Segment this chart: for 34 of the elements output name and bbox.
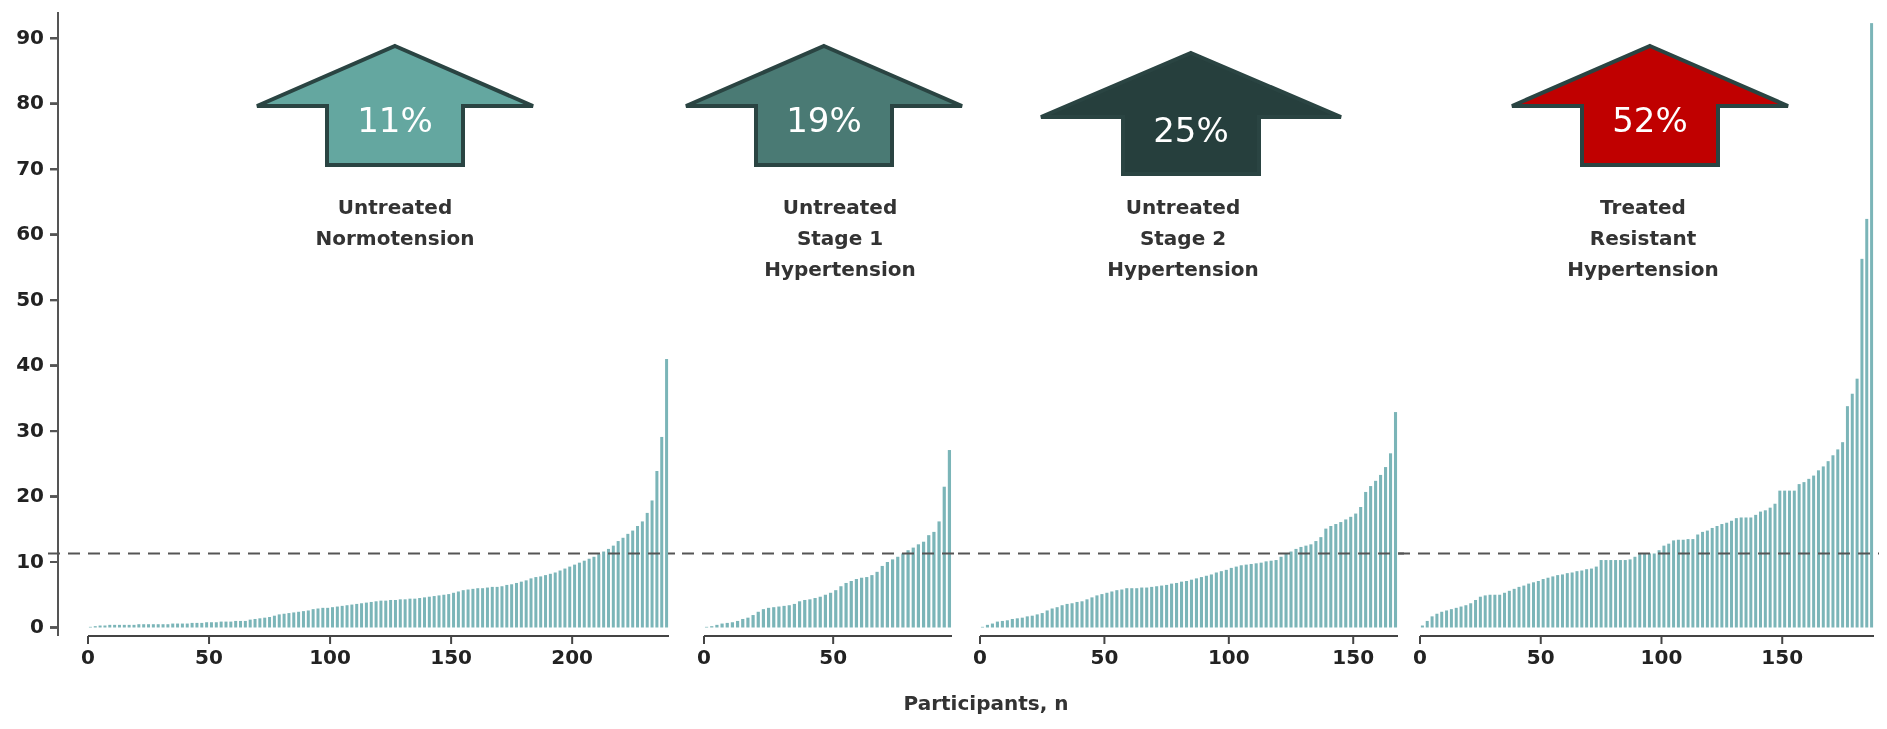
y-tick-label: 40 [16,352,44,377]
x-tick-label: 0 [81,645,95,669]
x-tick-label: 100 [1207,645,1250,669]
y-tick-label: 50 [16,286,44,311]
annotation: Untreated Stage 1 Hypertension [764,195,916,281]
x-tick-label: 50 [819,645,848,669]
x-tick-label: 50 [1090,645,1119,669]
annotation: 52% [1612,99,1688,140]
y-tick-label: 0 [30,613,44,638]
y-tick-label: 70 [16,155,44,180]
y-tick-label: 10 [16,548,44,573]
x-tick-label: 50 [195,645,223,669]
annotation: 25% [1153,109,1229,150]
annotation: 19% [786,99,862,140]
x-tick-label: 0 [973,645,987,669]
y-tick-label: 90 [16,24,44,49]
x-tick-label: 0 [697,645,711,669]
annotation: Untreated Stage 2 Hypertension [1107,195,1259,281]
x-tick-label: 150 [430,645,472,669]
y-tick-label: 60 [16,221,44,246]
x-tick-label: 100 [309,645,351,669]
y-tick-label: 20 [16,483,44,508]
y-tick-label: 80 [16,90,44,115]
annotation: Treated Resistant Hypertension [1567,195,1719,281]
x-tick-label: 0 [1413,645,1427,669]
annotation: 11% [357,99,433,140]
x-tick-label: 150 [1761,645,1804,669]
x-tick-label: 150 [1332,645,1375,669]
x-tick-label: 100 [1640,645,1683,669]
y-tick-label: 30 [16,417,44,442]
annotation: Untreated Normotension [315,195,475,250]
x-tick-label: 50 [1526,645,1555,669]
x-axis-title: Participants, n [903,691,1069,715]
x-tick-label: 200 [551,645,594,669]
